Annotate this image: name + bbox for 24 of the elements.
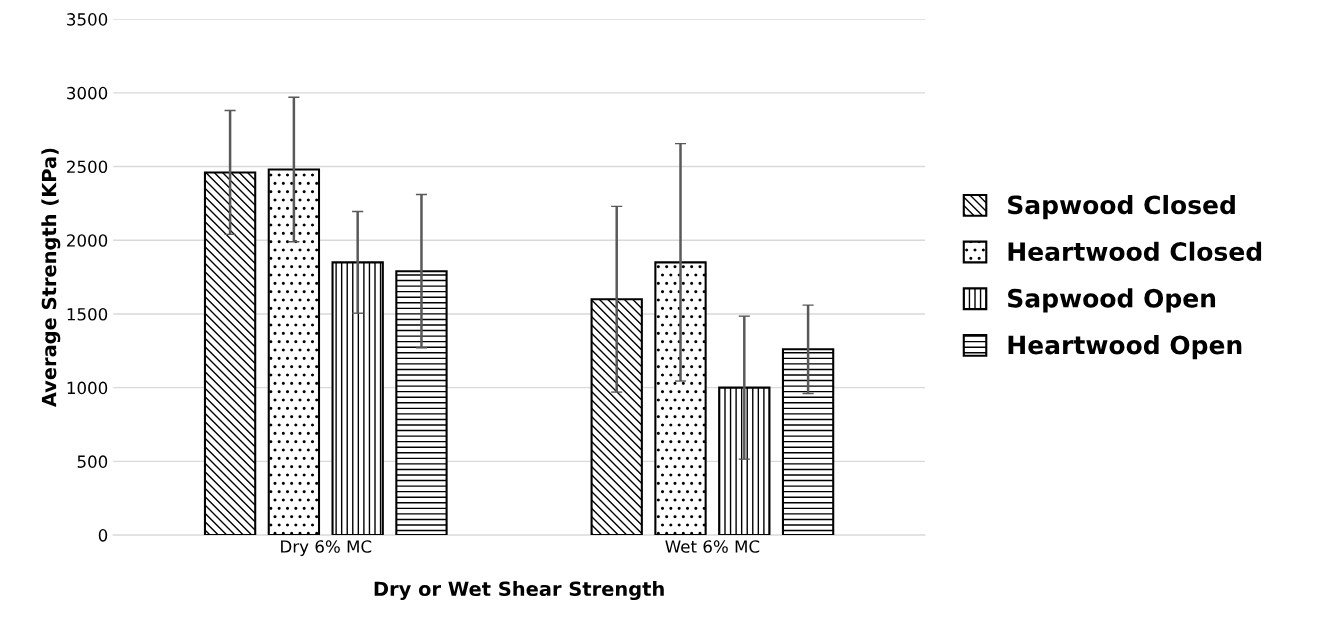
bar [203, 171, 257, 536]
y-tick-label: 3500 [67, 13, 108, 26]
y-tick-label: 1500 [67, 307, 108, 321]
y-tick-label: 1000 [67, 381, 108, 395]
legend-label: Sapwood Closed [1008, 194, 1235, 220]
legend-label: Sapwood Open [1008, 288, 1216, 313]
legend-label: Heartwood Open [1008, 335, 1242, 360]
x-tick-label: Dry 6% MC [281, 540, 372, 557]
legend-label: Heartwood Closed [1008, 241, 1262, 261]
bar [718, 386, 771, 536]
y-tick-label: 500 [77, 455, 108, 468]
bar [590, 298, 643, 536]
y-tick-label: 0 [98, 529, 108, 542]
bar [331, 261, 384, 536]
y-axis-title: Average Strength (KPa) [41, 148, 61, 408]
x-tick-label: Wet 6% MC [665, 540, 760, 553]
bar [781, 348, 835, 536]
y-tick-label: 2000 [67, 234, 108, 247]
bar [654, 261, 707, 536]
bar [395, 270, 448, 536]
bar [267, 168, 321, 536]
x-axis-title: Dry or Wet Shear Strength [374, 581, 664, 601]
y-tick-label: 3000 [67, 86, 108, 100]
y-tick-label: 2500 [67, 160, 108, 174]
